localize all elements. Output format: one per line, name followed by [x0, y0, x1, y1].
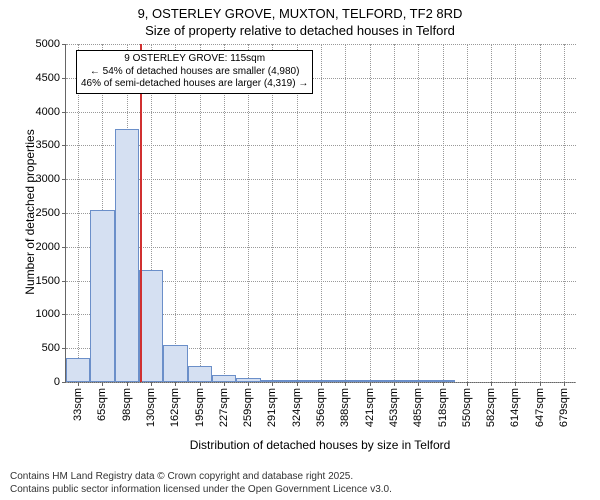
title-line-1: 9, OSTERLEY GROVE, MUXTON, TELFORD, TF2 … — [0, 6, 600, 23]
x-tick-label: 550sqm — [461, 388, 473, 427]
x-tick-label: 98sqm — [121, 388, 133, 421]
grid-line-vertical — [248, 44, 249, 382]
annotation-line: 9 OSTERLEY GROVE: 115sqm — [81, 53, 308, 66]
grid-line-vertical — [564, 44, 565, 382]
histogram-bar — [66, 358, 90, 382]
x-tick-label: 453sqm — [388, 388, 400, 427]
grid-line-vertical — [515, 44, 516, 382]
annotation-line: 46% of semi-detached houses are larger (… — [81, 78, 308, 91]
histogram-bar — [333, 380, 358, 382]
x-tick-label: 614sqm — [509, 388, 521, 427]
x-tick-label: 679sqm — [558, 388, 570, 427]
grid-line-vertical — [418, 44, 419, 382]
histogram-bar — [261, 380, 285, 382]
x-tick-label: 324sqm — [291, 388, 303, 427]
histogram-bar — [358, 380, 382, 382]
x-tick-label: 162sqm — [169, 388, 181, 427]
grid-line-vertical — [78, 44, 79, 382]
x-tick-label: 33sqm — [72, 388, 84, 421]
histogram-bar — [163, 345, 188, 382]
property-marker-line — [140, 44, 142, 382]
grid-line-vertical — [297, 44, 298, 382]
histogram-bar — [188, 366, 212, 382]
grid-line-vertical — [224, 44, 225, 382]
grid-line-vertical — [491, 44, 492, 382]
x-tick-label: 130sqm — [145, 388, 157, 427]
histogram-bar — [406, 380, 431, 382]
x-tick-label: 195sqm — [194, 388, 206, 427]
grid-line-vertical — [443, 44, 444, 382]
plot-area: 0500100015002000250030003500400045005000… — [65, 44, 576, 383]
y-axis-label: Number of detached properties — [23, 112, 37, 312]
grid-line-vertical — [540, 44, 541, 382]
histogram-bar — [309, 380, 333, 382]
x-tick-label: 388sqm — [339, 388, 351, 427]
grid-line-vertical — [394, 44, 395, 382]
x-tick-label: 421sqm — [364, 388, 376, 427]
title-line-2: Size of property relative to detached ho… — [0, 23, 600, 40]
grid-line-vertical — [321, 44, 322, 382]
histogram-bar — [139, 270, 163, 382]
footer-attribution: Contains HM Land Registry data © Crown c… — [10, 471, 392, 496]
histogram-bar — [212, 375, 236, 382]
grid-line-vertical — [370, 44, 371, 382]
x-tick-label: 65sqm — [96, 388, 108, 421]
x-tick-label: 356sqm — [315, 388, 327, 427]
chart-title: 9, OSTERLEY GROVE, MUXTON, TELFORD, TF2 … — [0, 0, 600, 40]
x-tick-label: 647sqm — [534, 388, 546, 427]
grid-line-vertical — [467, 44, 468, 382]
footer-line-1: Contains HM Land Registry data © Crown c… — [10, 471, 392, 484]
x-tick-label: 291sqm — [266, 388, 278, 427]
footer-line-2: Contains public sector information licen… — [10, 484, 392, 497]
x-tick-label: 518sqm — [437, 388, 449, 427]
histogram-bar — [431, 380, 455, 382]
histogram-bar — [382, 380, 406, 382]
histogram-bar — [115, 129, 139, 382]
grid-line-vertical — [345, 44, 346, 382]
x-tick-label: 582sqm — [485, 388, 497, 427]
chart-container: 9, OSTERLEY GROVE, MUXTON, TELFORD, TF2 … — [0, 0, 600, 500]
histogram-bar — [236, 378, 261, 382]
histogram-bar — [90, 210, 115, 382]
grid-line-vertical — [272, 44, 273, 382]
x-axis-label: Distribution of detached houses by size … — [65, 438, 575, 452]
annotation-box: 9 OSTERLEY GROVE: 115sqm← 54% of detache… — [76, 50, 313, 94]
annotation-line: ← 54% of detached houses are smaller (4,… — [81, 66, 308, 79]
histogram-bar — [285, 380, 309, 382]
grid-line-vertical — [200, 44, 201, 382]
grid-line-vertical — [175, 44, 176, 382]
x-tick-label: 259sqm — [242, 388, 254, 427]
x-tick-label: 227sqm — [218, 388, 230, 427]
x-tick-label: 485sqm — [412, 388, 424, 427]
